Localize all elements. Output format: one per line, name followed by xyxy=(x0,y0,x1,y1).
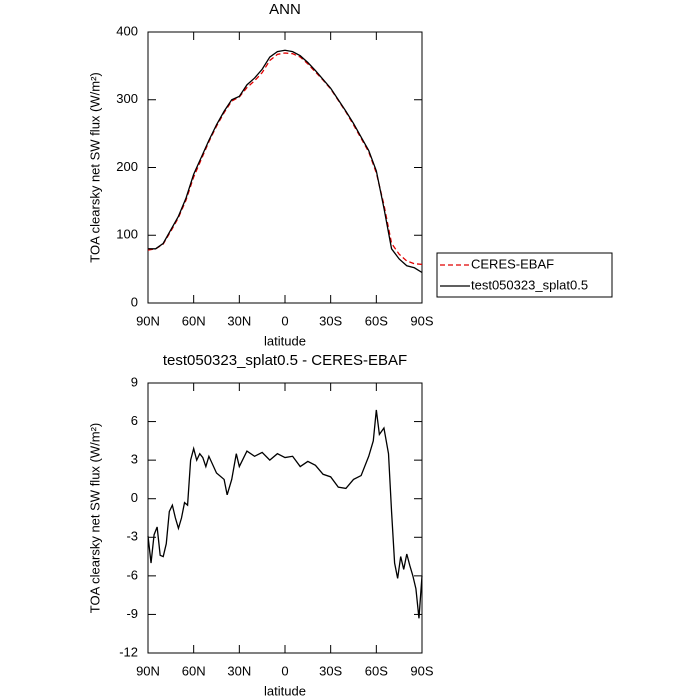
x-tick-label: 90S xyxy=(410,663,433,678)
x-tick-label: 60N xyxy=(182,663,206,678)
x-tick-label: 30N xyxy=(227,313,251,328)
x-tick-label: 30S xyxy=(319,663,342,678)
y-tick-label: -9 xyxy=(126,606,138,621)
x-tick-label: 90N xyxy=(136,313,160,328)
x-tick-label: 30S xyxy=(319,313,342,328)
y-tick-label: 3 xyxy=(131,452,138,467)
x-tick-label: 0 xyxy=(281,313,288,328)
chart-title: ANN xyxy=(269,1,301,18)
data-line xyxy=(147,52,423,266)
chart-title: test050323_splat0.5 - CERES-EBAF xyxy=(163,352,407,369)
legend-label: test050323_splat0.5 xyxy=(471,277,588,292)
x-tick-label: 0 xyxy=(281,663,288,678)
x-tick-label: 90S xyxy=(410,313,433,328)
data-line xyxy=(147,409,423,619)
y-axis-label: TOA clearsky net SW flux (W/m²) xyxy=(87,72,102,262)
y-tick-label: 300 xyxy=(116,91,138,106)
x-tick-label: 60N xyxy=(182,313,206,328)
y-tick-label: -6 xyxy=(126,567,138,582)
y-tick-label: 100 xyxy=(116,227,138,242)
plot-frame xyxy=(147,31,423,304)
legend-box xyxy=(436,252,613,298)
y-tick-label: 0 xyxy=(131,490,138,505)
y-axis-label: TOA clearsky net SW flux (W/m²) xyxy=(87,423,102,613)
y-tick-label: 9 xyxy=(131,374,138,389)
y-tick-label: -3 xyxy=(126,529,138,544)
x-tick-label: 60S xyxy=(365,663,388,678)
y-tick-label: 200 xyxy=(116,159,138,174)
y-tick-label: 6 xyxy=(131,413,138,428)
x-tick-label: 30N xyxy=(227,663,251,678)
y-tick-label: -12 xyxy=(119,644,138,659)
y-tick-label: 400 xyxy=(116,23,138,38)
x-axis-label: latitude xyxy=(264,683,306,698)
data-line xyxy=(148,49,423,274)
plot-frame xyxy=(147,382,423,654)
x-tick-label: 60S xyxy=(365,313,388,328)
x-axis-label: latitude xyxy=(264,333,306,348)
y-tick-label: 0 xyxy=(131,294,138,309)
legend-label: CERES-EBAF xyxy=(471,256,554,271)
x-tick-label: 90N xyxy=(136,663,160,678)
